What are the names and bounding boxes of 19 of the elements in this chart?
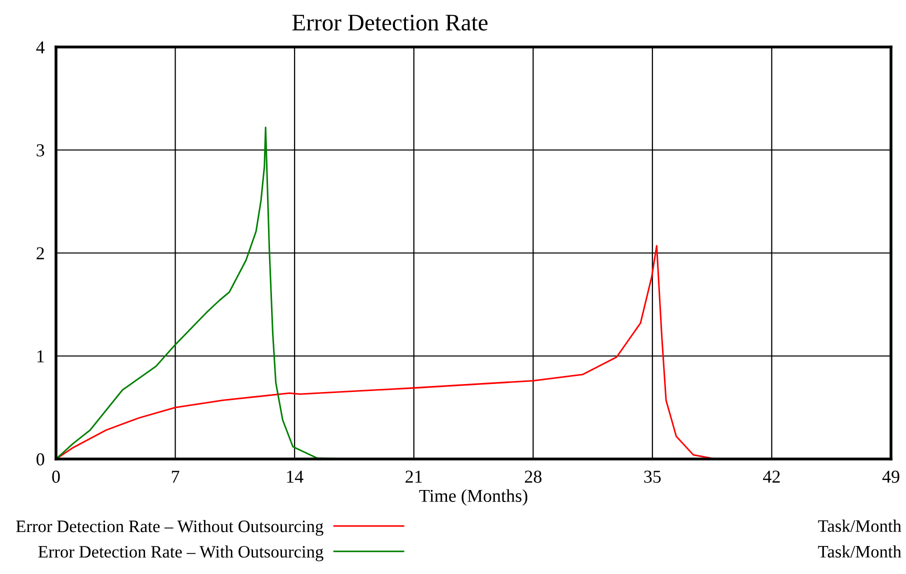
y-tick-label: 4	[36, 41, 45, 54]
chart-title: Error Detection Rate	[292, 14, 488, 31]
text: Task/Month	[818, 545, 902, 558]
x-tick-label: 42	[763, 470, 780, 483]
x-tick-label: 21	[406, 470, 422, 483]
y-tick-label: 0	[36, 453, 44, 466]
x-tick-label: 49	[882, 470, 900, 483]
x-tick-label: 28	[524, 470, 542, 483]
legend-label: Error Detection Rate – Without Outsourcing	[16, 520, 324, 536]
y-tick-label: 2	[36, 247, 44, 260]
x-axis-title: Time (Months)	[419, 489, 528, 506]
text: Task/Month	[818, 520, 902, 532]
y-tick-label: 1	[37, 350, 44, 362]
x-tick-label: 7	[172, 470, 180, 483]
x-tick-label: 35	[644, 470, 661, 483]
x-tick-label: 14	[287, 470, 304, 483]
legend-label: Error Detection Rate – With Outsourcing	[38, 545, 324, 562]
x-tick-label: 0	[52, 470, 60, 483]
y-tick-label: 3	[36, 144, 44, 156]
